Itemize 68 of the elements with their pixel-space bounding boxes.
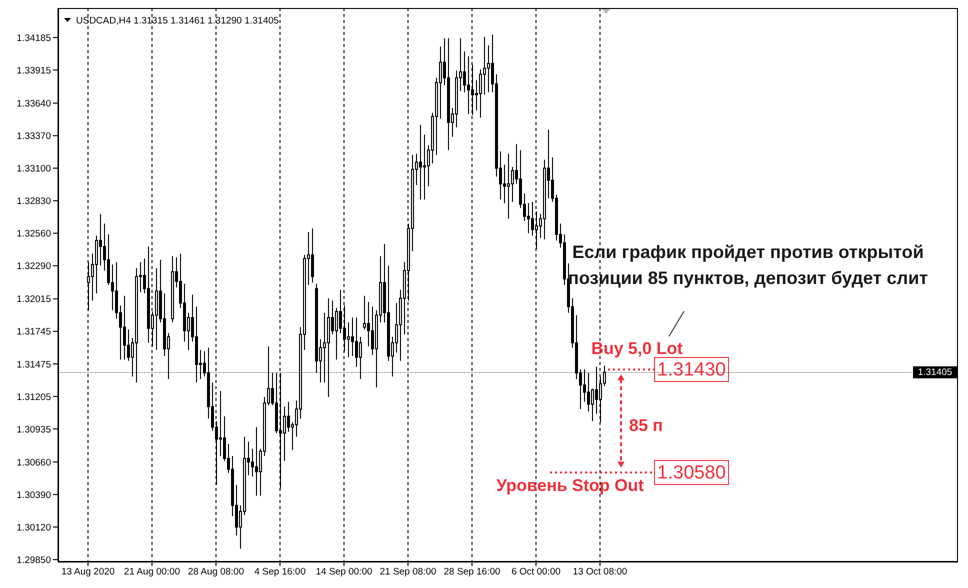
- y-tick-label: 1.31745: [16, 326, 51, 338]
- candlestick: [503, 164, 506, 204]
- y-tick-label: 1.33915: [16, 65, 51, 76]
- candlestick: [511, 166, 514, 202]
- annotation: Buy 5,0 Lot: [591, 338, 684, 358]
- y-tick-label: 1.32560: [16, 228, 51, 240]
- candlestick: [347, 322, 350, 358]
- candlestick: [371, 306, 374, 356]
- candlestick: [255, 426, 258, 496]
- x-tick-label: 13 Aug 2020: [61, 566, 115, 578]
- candlestick: [367, 301, 370, 347]
- candlestick: [127, 329, 130, 362]
- candlestick: [283, 406, 286, 462]
- candlestick: [423, 134, 426, 200]
- candlestick: [99, 213, 102, 266]
- text: 85 п: [629, 416, 663, 435]
- candlestick: [439, 46, 442, 120]
- candlestick: [507, 153, 510, 220]
- candlestick: [463, 50, 466, 93]
- candlestick: [583, 368, 586, 402]
- text: USDCAD,H4 1.31315 1.31461 1.31290 1.31405: [76, 16, 279, 26]
- candlestick: [351, 317, 354, 357]
- annotation: Если график пройдет против открытой позиции 85 пунктов, депозит будет слит: [567, 241, 929, 290]
- x-tick-label: 28 Aug 08:00: [188, 566, 244, 578]
- y-tick-label: 1.31475: [16, 359, 51, 370]
- candlestick: [335, 307, 338, 360]
- candlestick: [487, 44, 490, 93]
- candlestick: [527, 202, 530, 234]
- y-tick-label: 1.34185: [16, 32, 51, 44]
- y-tick-label: 1.32290: [16, 261, 51, 272]
- candlestick: [419, 124, 422, 200]
- candlestick: [251, 448, 254, 477]
- y-tick-label: 1.30935: [16, 424, 51, 436]
- candlestick: [591, 388, 594, 422]
- candlestick: [359, 336, 362, 380]
- candlestick: [483, 36, 486, 96]
- candlestick: [287, 401, 290, 432]
- x-tick-label: 6 Oct 00:00: [511, 566, 561, 578]
- y-tick-label: 1.29850: [16, 554, 51, 566]
- candlestick: [603, 365, 606, 387]
- candlestick: [595, 366, 598, 414]
- candlestick: [355, 317, 358, 368]
- x-tick-label: 4 Sep 16:00: [254, 566, 306, 578]
- x-tick-label: 21 Aug 00:00: [124, 566, 180, 578]
- annotation: Уровень Stop Out: [496, 476, 644, 496]
- candlestick: [363, 295, 366, 330]
- y-tick-label: 1.32015: [16, 294, 51, 306]
- y-tick-label: 1.30120: [16, 522, 51, 534]
- candlestick: [219, 390, 222, 457]
- y-tick-label: 1.30660: [16, 457, 51, 468]
- candlestick: [479, 68, 482, 118]
- y-tick-label: 1.31205: [16, 392, 51, 403]
- y-tick-label: 1.33100: [16, 164, 51, 175]
- x-tick-label: 28 Sep 16:00: [444, 566, 500, 578]
- y-tick-label: 1.32830: [16, 196, 51, 208]
- x-tick-label: 14 Sep 00:00: [316, 566, 372, 578]
- y-tick-label: 1.33640: [16, 98, 51, 110]
- candlestick: [123, 295, 126, 360]
- candlestick: [323, 312, 326, 384]
- candlestick: [311, 228, 314, 284]
- y-tick-label: 1.30390: [16, 490, 51, 501]
- candlestick: [587, 372, 590, 412]
- ref-line-label: 1.30580: [657, 462, 726, 484]
- x-tick-label: 21 Sep 08:00: [380, 566, 436, 578]
- ref-line-label: 1.31430: [657, 360, 726, 380]
- ref-line-label: 1.31405: [918, 366, 952, 378]
- y-tick-label: 1.33370: [16, 131, 51, 142]
- x-tick-label: 13 Oct 08:00: [572, 566, 628, 578]
